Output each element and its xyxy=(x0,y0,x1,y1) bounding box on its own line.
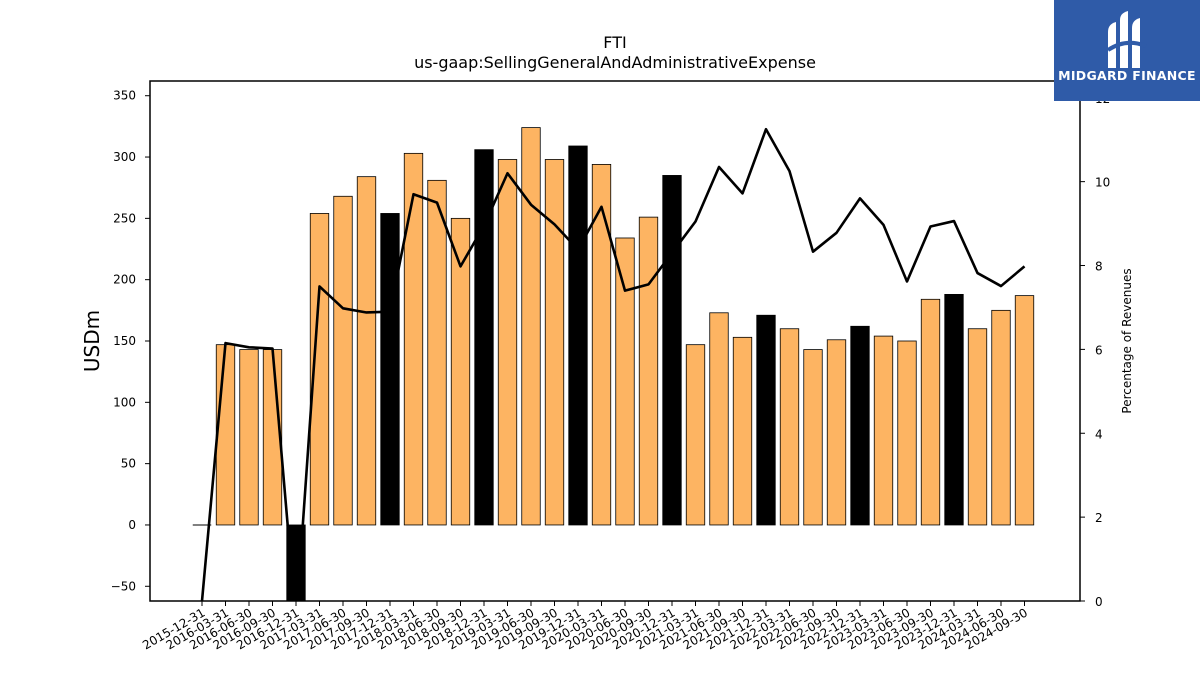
y-axis-label: USDm xyxy=(80,310,104,372)
y2-tick-label: 8 xyxy=(1095,260,1103,274)
y-tick-label: 0 xyxy=(128,518,136,532)
y2-tick-label: 4 xyxy=(1095,427,1103,441)
bar xyxy=(850,325,870,526)
y-tick-label: 350 xyxy=(113,89,136,103)
bar xyxy=(568,145,588,526)
bar xyxy=(239,349,259,526)
bar xyxy=(967,328,988,526)
bar xyxy=(638,216,659,526)
bar xyxy=(615,237,635,526)
bar xyxy=(333,195,353,526)
y-tick-label: 100 xyxy=(113,395,136,409)
y2-tick-label: 2 xyxy=(1095,511,1103,525)
y-tick-label: 150 xyxy=(113,334,136,348)
bar xyxy=(685,344,706,526)
bar xyxy=(521,127,541,526)
bar xyxy=(380,213,400,526)
bar xyxy=(403,152,424,526)
plot-frame xyxy=(149,80,1081,602)
bar xyxy=(356,176,377,526)
midgard-finance-logo: MIDGARD FINANCE xyxy=(1054,0,1200,101)
y-tick-label: −50 xyxy=(111,579,136,593)
bar xyxy=(497,159,518,526)
percentage-line xyxy=(200,127,1026,601)
y-tick-label: 50 xyxy=(121,457,136,471)
y2-tick-label: 0 xyxy=(1095,595,1103,609)
bar xyxy=(756,314,776,526)
bar xyxy=(474,149,494,526)
bar xyxy=(427,179,447,526)
y2-axis-label: Percentage of Revenues xyxy=(1120,268,1134,413)
bar xyxy=(779,328,800,526)
plot-area: −500501001502002503003500246810122015-12… xyxy=(111,89,1111,653)
bar xyxy=(591,163,612,526)
y2-tick-label: 6 xyxy=(1095,343,1103,357)
chart-title: FTI xyxy=(603,33,626,52)
bar xyxy=(450,217,471,526)
y-tick-label: 250 xyxy=(113,211,136,225)
plot-clip-group xyxy=(192,127,1035,601)
bar xyxy=(944,293,964,526)
bar xyxy=(215,344,236,526)
y2-tick-label: 10 xyxy=(1095,176,1110,190)
logo-icon xyxy=(1106,11,1147,68)
bar xyxy=(920,298,941,526)
bar xyxy=(544,159,565,526)
bar xyxy=(873,335,894,526)
chart-subtitle: us-gaap:SellingGeneralAndAdministrativeE… xyxy=(414,53,816,72)
logo-text: MIDGARD FINANCE xyxy=(1058,68,1196,83)
bar xyxy=(803,349,823,526)
y-tick-label: 200 xyxy=(113,273,136,287)
y-tick-label: 300 xyxy=(113,150,136,164)
bar xyxy=(991,309,1011,526)
bar xyxy=(709,312,729,526)
bar xyxy=(897,340,917,526)
bar xyxy=(826,339,847,526)
bar xyxy=(732,336,753,526)
bar xyxy=(1014,295,1035,526)
bar xyxy=(662,175,682,526)
